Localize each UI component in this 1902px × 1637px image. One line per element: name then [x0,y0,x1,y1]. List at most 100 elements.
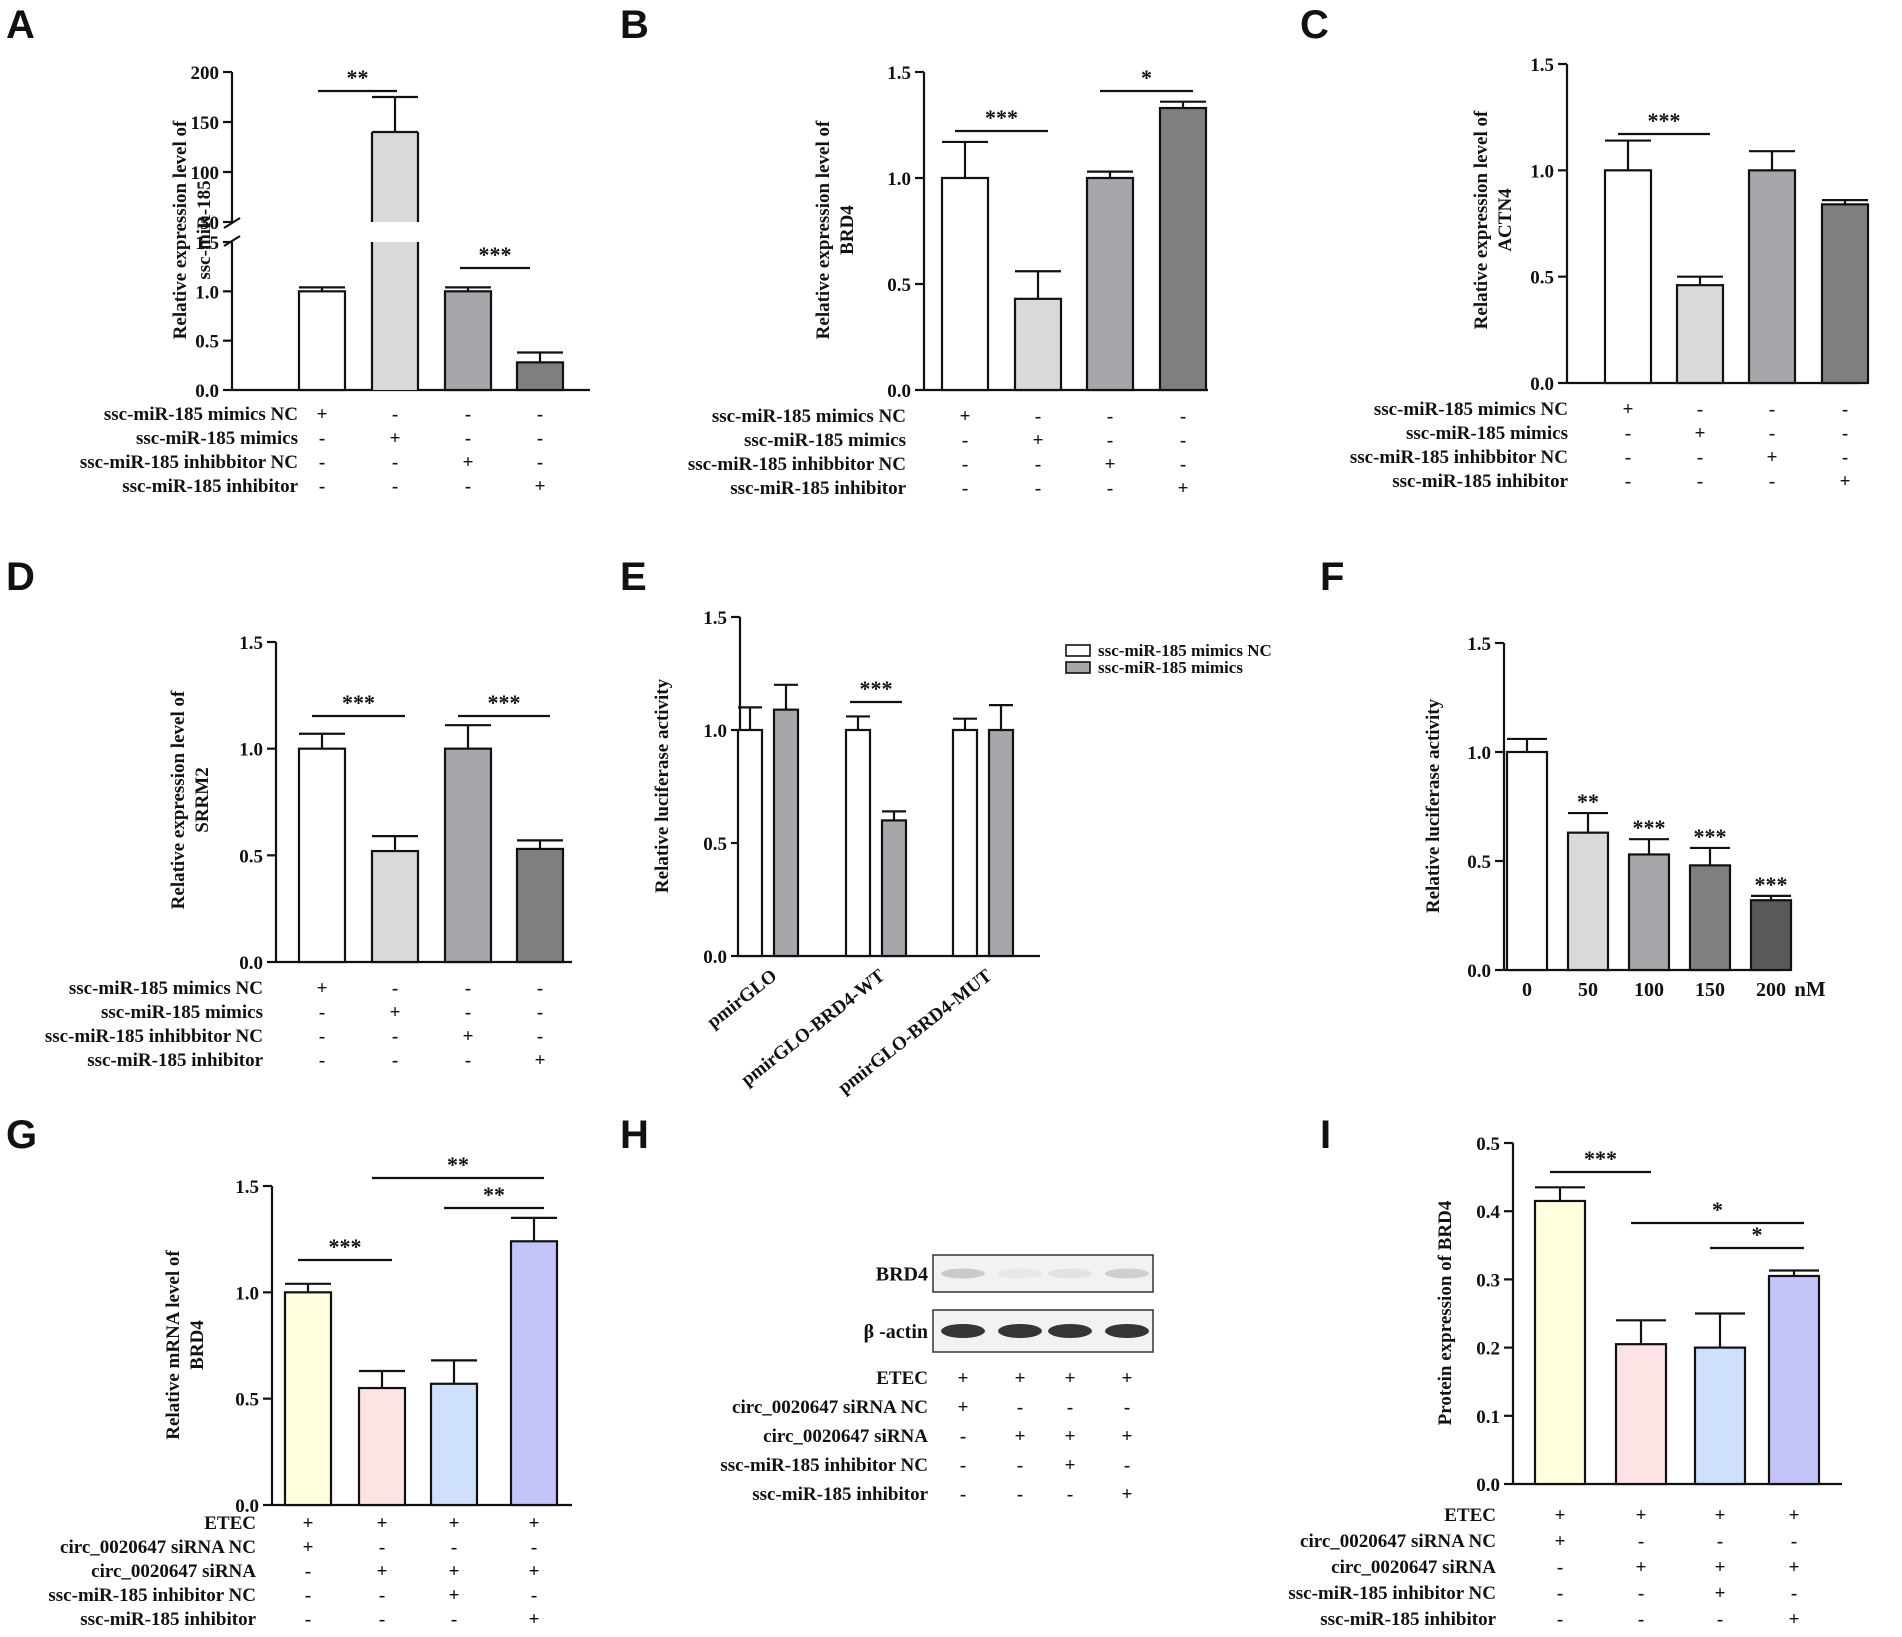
bar [297,747,347,964]
treatment-sign: - [319,428,325,449]
treatment-sign: - [1842,423,1848,444]
treatment-sign: + [1065,1455,1076,1476]
significance-label: *** [860,676,893,701]
treatment-sign: - [465,1050,471,1071]
treatment-sign: - [960,1484,966,1505]
treatment-label: circ_0020647 siRNA NC [60,1537,256,1558]
significance-label: *** [488,690,521,715]
bar [951,728,979,958]
treatment-sign: - [1180,430,1186,451]
treatment-sign: + [1105,454,1116,475]
treatment-label: ssc-miR-185 mimics [101,1002,263,1023]
treatment-sign: - [1842,399,1848,420]
significance-label: * [1712,1197,1723,1222]
bar [1693,1346,1747,1486]
treatment-sign: + [1065,1426,1076,1447]
treatment-sign: - [465,404,471,425]
treatment-sign: - [305,1585,311,1606]
x-tick-label: 150 [1695,979,1725,1001]
blot-band [1105,1324,1149,1338]
treatment-sign: - [1557,1583,1563,1604]
treatment-sign: - [465,1002,471,1023]
y-axis-label: Relative expression level of [1471,110,1492,329]
treatment-label: ETEC [1444,1505,1496,1526]
y-tick-label: 0.2 [1476,1339,1500,1360]
legend-swatch [1065,661,1091,674]
treatment-sign: + [449,1585,460,1606]
significance-label: * [1141,65,1152,90]
y-tick-label: 1.5 [195,233,219,254]
y-axis-label: SRRM2 [192,767,213,832]
panel-E: Relative luciferase activity 0.0 0.5 1.0 1.5… [652,608,1272,1098]
y-tick-label: 0.5 [887,275,911,296]
treatment-sign: + [1636,1557,1647,1578]
treatment-sign: + [1789,1557,1800,1578]
treatment-sign: - [451,1537,457,1558]
treatment-sign: - [465,428,471,449]
y-tick-label: 0.4 [1476,1202,1500,1223]
bar-upper [372,132,418,222]
treatment-sign: + [1555,1531,1566,1552]
y-tick-label: 0.5 [1476,1134,1500,1155]
bar [1158,106,1208,392]
y-tick-label: 150 [191,113,220,134]
treatment-sign: - [1697,399,1703,420]
treatment-sign: - [537,428,543,449]
treatment-sign: - [392,978,398,999]
treatment-sign: - [1769,399,1775,420]
y-tick-label: 0.0 [887,381,911,402]
treatment-sign: - [1638,1531,1644,1552]
treatment-sign: + [1015,1368,1026,1389]
panel-label-I: I [1320,1113,1331,1157]
treatment-sign: - [1035,454,1041,475]
bar [1675,284,1725,385]
treatment-sign: + [377,1513,388,1534]
bar [772,708,800,958]
y-axis-label: ssc-miR-185 [194,180,215,279]
panel-C: Relative expression level of ACTN4 0.0 0.5 1… [1350,55,1870,492]
y-tick-label: 50 [200,213,219,234]
bar-lower [372,242,418,390]
significance-label: ** [347,65,369,90]
treatment-sign: - [465,978,471,999]
panel-label-C: C [1300,3,1329,47]
treatment-sign: + [1715,1583,1726,1604]
bar [844,728,872,958]
treatment-sign: - [537,1002,543,1023]
treatment-sign: - [1107,478,1113,499]
panel-D: Relative expression level of SRRM2 0.0 0.5 1… [45,633,572,1071]
treatment-sign: - [379,1609,385,1630]
y-tick-label: 1.0 [1530,161,1554,182]
treatment-sign: + [529,1513,540,1534]
bar [1566,831,1610,972]
significance-label: *** [479,242,512,267]
y-tick-label: 1.0 [239,740,263,761]
bar [357,1386,407,1507]
treatment-sign: - [1124,1455,1130,1476]
treatment-sign: - [1017,1455,1023,1476]
y-tick-label: 200 [191,63,220,84]
treatment-sign: - [392,452,398,473]
treatment-sign: - [1180,454,1186,475]
treatment-label: ssc-miR-185 inhibitor NC [1288,1583,1496,1604]
treatment-sign: - [960,1426,966,1447]
y-axis-label: BRD4 [187,1320,208,1370]
bar [1085,176,1135,392]
treatment-label: ssc-miR-185 inhibitor NC [48,1585,256,1606]
x-unit-label: nM [1794,977,1826,1001]
treatment-label: ssc-miR-185 inhibbitor NC [688,454,906,475]
treatment-sign: - [392,476,398,497]
treatment-sign: - [1769,423,1775,444]
blot-band [998,1268,1042,1279]
treatment-sign: + [449,1513,460,1534]
y-axis-label: BRD4 [837,205,858,255]
treatment-sign: + [535,476,546,497]
legend-label: ssc-miR-185 mimics NC [1098,641,1272,660]
treatment-sign: + [303,1537,314,1558]
treatment-label: ssc-miR-185 inhibitor NC [720,1455,928,1476]
bar [443,747,493,964]
y-tick-label: 1.0 [195,282,219,303]
y-tick-label: 0.0 [703,947,727,968]
treatment-label: ssc-miR-185 mimics NC [69,978,263,999]
y-axis-label: Protein expression of BRD4 [1435,1200,1456,1425]
